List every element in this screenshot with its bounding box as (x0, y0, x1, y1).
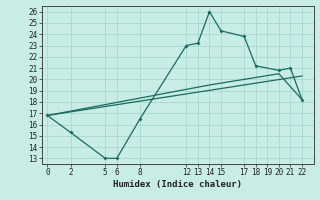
X-axis label: Humidex (Indice chaleur): Humidex (Indice chaleur) (113, 180, 242, 189)
